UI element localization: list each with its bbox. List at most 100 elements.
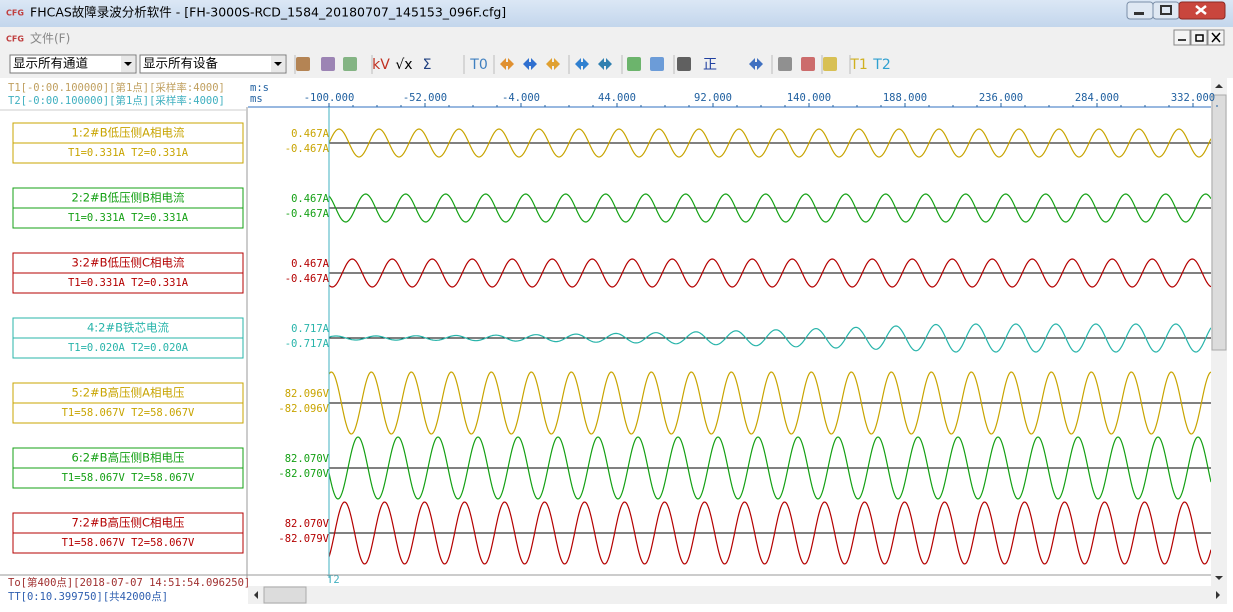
cursor-marker: T2	[327, 574, 340, 586]
channel-name: 7:2#B高压侧C相电压	[71, 516, 184, 530]
channel-readout: T1=0.331A T2=0.331A	[68, 212, 189, 224]
tool-label[interactable]: T0	[469, 57, 487, 73]
tool-icon[interactable]	[801, 57, 815, 71]
time-tick-label: 44.000	[598, 92, 636, 104]
plot-area	[328, 128, 1211, 565]
menu-file[interactable]: 文件(F)	[30, 31, 70, 46]
tool-label[interactable]: kV	[372, 57, 390, 73]
time-tick-label: 92.000	[694, 92, 732, 104]
mdi-restore[interactable]	[1190, 29, 1208, 46]
h-scroll-thumb[interactable]	[263, 586, 307, 604]
mdi-buttons	[1173, 29, 1225, 46]
tool-arrow[interactable]	[575, 58, 589, 70]
channel-max: 0.717A	[291, 323, 330, 335]
channel-name: 6:2#B高压侧B相电压	[72, 451, 185, 465]
mdi-min[interactable]	[1173, 29, 1191, 46]
channel-name: 2:2#B低压侧B相电流	[72, 191, 185, 205]
channel-readout: T1=0.331A T2=0.331A	[68, 147, 189, 159]
channel-name: 3:2#B低压侧C相电流	[71, 256, 185, 270]
unit-top: m:s	[250, 82, 269, 94]
channel-max: 0.467A	[291, 193, 330, 205]
channel-readout: T1=58.067V T2=58.067V	[62, 472, 195, 484]
channel-readout: T1=0.020A T2=0.020A	[68, 342, 189, 354]
channel-waveform	[328, 436, 1211, 500]
channel-min: -0.717A	[285, 338, 330, 350]
channel-readout: T1=58.067V T2=58.067V	[62, 407, 195, 419]
tool-icon[interactable]	[321, 57, 335, 71]
channel-min: -0.467A	[285, 273, 330, 285]
tool-label[interactable]: T1	[849, 57, 867, 73]
time-tick-label: 140.000	[787, 92, 831, 104]
window-title: FHCAS故障录波分析软件 - [FH-3000S-RCD_1584_20180…	[30, 5, 506, 20]
tool-icon[interactable]	[778, 57, 792, 71]
channel-waveform	[328, 501, 1211, 565]
time-tick-label: -4.000	[502, 92, 540, 104]
footer-line1: To[第400点][2018-07-07 14:51:54.096250]	[8, 576, 250, 589]
toolbar-icons: kV √x Σ T0 正 T1 T2	[294, 55, 891, 74]
select-arrow-glyph	[124, 62, 132, 66]
channel-waveform	[328, 371, 1211, 435]
device-select[interactable]	[139, 54, 287, 74]
channel-name: 4:2#B铁芯电流	[87, 321, 170, 335]
tool-icon[interactable]	[677, 57, 691, 71]
tool-arrow[interactable]	[749, 58, 763, 70]
tool-arrow[interactable]	[598, 58, 612, 70]
channel-waveform	[328, 258, 1211, 288]
tool-icon[interactable]	[296, 57, 310, 71]
time-tick-label: 188.000	[883, 92, 927, 104]
time-tick-label: 332.000	[1171, 92, 1215, 104]
menu-bar	[0, 27, 1233, 51]
menu-icon: CFG	[6, 35, 24, 44]
channel-select[interactable]	[9, 54, 137, 74]
device-select-text: 显示所有设备	[143, 56, 219, 71]
time-tick-label: -52.000	[403, 92, 447, 104]
tool-label[interactable]: Σ	[423, 57, 432, 73]
h-scrollbar[interactable]	[248, 586, 1227, 604]
channel-select-text: 显示所有通道	[13, 56, 89, 71]
channel-max: 82.070V	[285, 453, 330, 465]
channel-max: 0.467A	[291, 258, 330, 270]
app-icon: CFG	[6, 9, 24, 18]
maximize-button[interactable]	[1152, 1, 1180, 20]
tool-arrow[interactable]	[546, 58, 560, 70]
select-arrow-glyph	[274, 62, 282, 66]
channel-waveform	[328, 323, 1211, 353]
channel-readout: T1=0.331A T2=0.331A	[68, 277, 189, 289]
v-scroll-thumb[interactable]	[1211, 94, 1227, 351]
title-bar	[0, 0, 1233, 27]
time-tick-label: 284.000	[1075, 92, 1119, 104]
close-glyph	[1195, 5, 1207, 15]
channel-max: 0.467A	[291, 128, 330, 140]
minimize-glyph	[1134, 12, 1144, 15]
tool-arrow[interactable]	[500, 58, 514, 70]
channel-min: -82.096V	[278, 403, 329, 415]
minimize-button[interactable]	[1126, 1, 1154, 20]
channel-waveform	[328, 128, 1211, 158]
channel-max: 82.096V	[285, 388, 330, 400]
channel-readout: T1=58.067V T2=58.067V	[62, 537, 195, 549]
time-tick-label: 236.000	[979, 92, 1023, 104]
channel-name: 1:2#B低压侧A相电流	[72, 126, 185, 140]
channel-max: 82.070V	[285, 518, 330, 530]
tool-icon[interactable]	[650, 57, 664, 71]
tool-label[interactable]: 正	[703, 57, 717, 73]
channel-min: -0.467A	[285, 143, 330, 155]
channel-waveform	[328, 193, 1211, 223]
channel-min: -0.467A	[285, 208, 330, 220]
cursor-t2: T2[-0:00.100000][第1点][采样率:4000]	[8, 94, 225, 107]
tool-label[interactable]: √x	[395, 57, 412, 73]
channel-min: -82.079V	[278, 533, 329, 545]
channel-name: 5:2#B高压侧A相电压	[72, 386, 185, 400]
mdi-glyphs	[1178, 32, 1221, 43]
tool-arrow[interactable]	[523, 58, 537, 70]
tool-label[interactable]: T2	[872, 57, 890, 73]
time-tick-label: -100.000	[304, 92, 355, 104]
tool-icon[interactable]	[343, 57, 357, 71]
tool-icon[interactable]	[627, 57, 641, 71]
cursor-t1: T1[-0:00.100000][第1点][采样率:4000]	[8, 81, 225, 94]
tool-icon[interactable]	[823, 57, 837, 71]
channel-min: -82.070V	[278, 468, 329, 480]
unit-bottom: ms	[250, 93, 263, 105]
